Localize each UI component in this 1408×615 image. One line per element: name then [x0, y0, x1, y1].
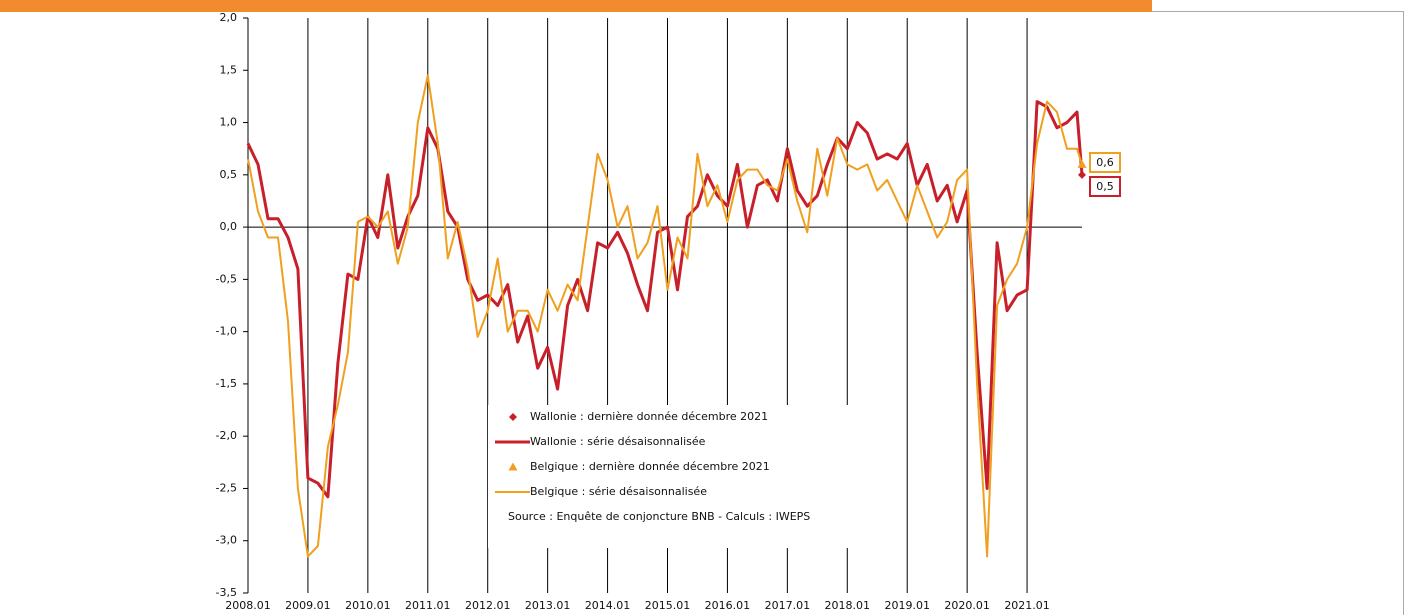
y-tick-label: -2,5	[216, 481, 237, 494]
x-tick-label: 2016.01	[705, 599, 751, 612]
y-tick-label: 2,0	[220, 11, 238, 24]
x-tick-label: 2013.01	[525, 599, 571, 612]
y-tick-label: -0,5	[216, 272, 237, 285]
y-tick-label: 0,0	[220, 220, 238, 233]
marker	[1078, 170, 1086, 179]
x-tick-label: 2011.01	[405, 599, 451, 612]
legend-marker	[509, 413, 517, 421]
value-label-box	[1089, 176, 1121, 197]
value-label-box	[1089, 152, 1121, 173]
x-tick-label: 2017.01	[765, 599, 811, 612]
y-tick-label: -3,0	[216, 534, 237, 547]
x-tick-label: 2018.01	[825, 599, 871, 612]
x-tick-label: 2014.01	[585, 599, 631, 612]
y-tick-label: 1,5	[220, 63, 238, 76]
x-tick-label: 2021.01	[1004, 599, 1050, 612]
legend-label: Wallonie : série désaisonnalisée	[530, 435, 706, 448]
x-tick-label: 2019.01	[884, 599, 930, 612]
y-tick-label: 0,5	[220, 168, 238, 181]
legend-label: Wallonie : dernière donnée décembre 2021	[530, 410, 768, 423]
source: Source : Enquête de conjoncture BNB - Ca…	[508, 510, 810, 523]
y-tick-label: -2,0	[216, 429, 237, 442]
x-tick-label: 2010.01	[345, 599, 391, 612]
x-tick-label: 2008.01	[225, 599, 271, 612]
legend-box	[488, 405, 848, 548]
x-tick-label: 2012.01	[465, 599, 511, 612]
marker	[1077, 159, 1087, 168]
series-line	[246, 100, 1084, 499]
y-tick-label: 1,0	[220, 116, 238, 129]
top-bar	[0, 0, 1152, 12]
x-tick-label: 2009.01	[285, 599, 331, 612]
y-tick-label: -1,5	[216, 377, 237, 390]
legend-marker	[508, 462, 518, 471]
legend-label: Belgique : dernière donnée décembre 2021	[530, 460, 770, 473]
value-label: 0,5	[1096, 180, 1114, 193]
x-tick-label: 2015.01	[645, 599, 691, 612]
y-tick-label: -3,5	[216, 586, 237, 599]
legend-label: Belgique : série désaisonnalisée	[530, 485, 707, 498]
x-tick-label: 2020.01	[944, 599, 990, 612]
y-tick-label: -1,0	[216, 325, 237, 338]
series-line	[247, 74, 1083, 558]
value-label: 0,6	[1096, 156, 1114, 169]
